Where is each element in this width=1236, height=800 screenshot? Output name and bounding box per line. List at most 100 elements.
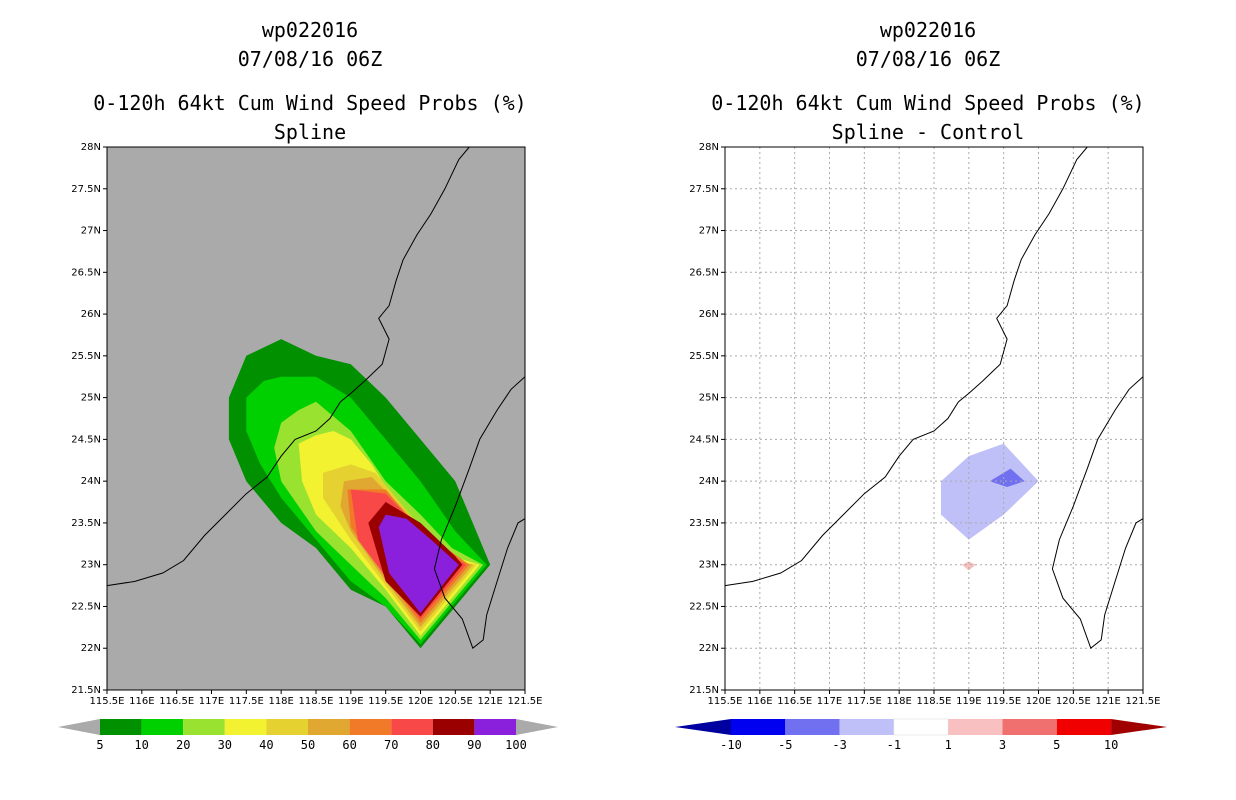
right-colorbar-label: -3 — [832, 738, 846, 752]
left-colorbar-label: 40 — [259, 738, 273, 752]
left-y-tick-label: 25N — [81, 393, 101, 404]
right-x-tick-label: 116E — [747, 696, 772, 707]
left-colorbar-label: 20 — [176, 738, 190, 752]
right-y-tick-label: 26.5N — [689, 267, 719, 278]
right-colorbar-swatch — [948, 719, 1003, 735]
right-colorbar-swatch — [1056, 719, 1112, 735]
right-y-tick-label: 22N — [699, 643, 719, 654]
right-x-tick-label: 120E — [1026, 696, 1051, 707]
right-y-tick-label: 22.5N — [689, 601, 719, 612]
left-y-tick-label: 26.5N — [71, 267, 101, 278]
left-y-tick-label: 28N — [81, 142, 101, 153]
left-x-tick-label: 121.5E — [508, 696, 543, 707]
left-panel-heading: 0-120h 64kt Cum Wind Speed Probs (%) Spl… — [30, 89, 590, 147]
right-x-tick-label: 117E — [817, 696, 842, 707]
left-colorbar-swatch — [391, 719, 433, 735]
right-colorbar-label: 5 — [1053, 738, 1060, 752]
right-colorbar-swatch — [839, 719, 894, 735]
right-colorbar-label: 1 — [945, 738, 952, 752]
right-x-tick-label: 121E — [1095, 696, 1120, 707]
left-colorbar-swatch — [432, 719, 475, 735]
left-colorbar-label: 70 — [384, 738, 398, 752]
left-contour-90 — [378, 514, 459, 614]
right-y-tick-label: 24.5N — [689, 434, 719, 445]
left-y-tick-label: 23N — [81, 560, 101, 571]
right-colorbar-low-arrow — [675, 719, 731, 735]
right-y-tick-label: 24N — [699, 476, 719, 487]
left-panel-title: wp022016 07/08/16 06Z — [50, 16, 570, 74]
left-y-tick-label: 25.5N — [71, 351, 101, 362]
right-y-tick-label: 26N — [699, 309, 719, 320]
left-x-tick-label: 120E — [408, 696, 433, 707]
right-x-tick-label: 119.5E — [986, 696, 1021, 707]
right-x-tick-label: 119E — [956, 696, 981, 707]
left-x-tick-label: 120.5E — [438, 696, 473, 707]
right-colorbar-swatch — [1002, 719, 1057, 735]
left-x-tick-label: 119.5E — [368, 696, 403, 707]
left-colorbar-label: 80 — [426, 738, 440, 752]
left-colorbar-swatch — [183, 719, 225, 735]
left-colorbar-label: 50 — [301, 738, 315, 752]
left-x-tick-label: 118E — [268, 696, 293, 707]
right-panel-title: wp022016 07/08/16 06Z — [668, 16, 1188, 74]
left-y-tick-label: 22.5N — [71, 601, 101, 612]
left-x-tick-label: 116E — [129, 696, 154, 707]
right-heading: 0-120h 64kt Cum Wind Speed Probs (%) — [711, 91, 1145, 115]
right-x-tick-label: 118.5E — [917, 696, 952, 707]
left-subheading: Spline — [273, 120, 347, 144]
left-colorbar-swatch — [349, 719, 392, 735]
right-subheading: Spline - Control — [831, 120, 1025, 144]
left-heading: 0-120h 64kt Cum Wind Speed Probs (%) — [93, 91, 527, 115]
right-x-tick-label: 116.5E — [777, 696, 812, 707]
right-y-tick-label: 27.5N — [689, 184, 719, 195]
right-y-tick-label: 21.5N — [689, 685, 719, 696]
right-colorbar-swatch — [893, 718, 949, 736]
left-colorbar-label: 90 — [467, 738, 481, 752]
right-contour--3 — [989, 468, 1025, 487]
left-y-tick-label: 26N — [81, 309, 101, 320]
left-colorbar-label: 30 — [218, 738, 232, 752]
left-colorbar-swatch — [266, 719, 308, 735]
right-colorbar-label: 10 — [1104, 738, 1118, 752]
left-y-tick-label: 27.5N — [71, 184, 101, 195]
left-taiwan-coastline — [433, 376, 526, 650]
left-colorbar-label: 100 — [505, 738, 527, 752]
left-y-tick-label: 22N — [81, 643, 101, 654]
right-x-tick-label: 121.5E — [1126, 696, 1161, 707]
right-colorbar-label: -5 — [778, 738, 792, 752]
left-x-tick-label: 117E — [199, 696, 224, 707]
left-colorbar-low-arrow — [58, 719, 100, 735]
right-panel-heading: 0-120h 64kt Cum Wind Speed Probs (%) Spl… — [648, 89, 1208, 147]
left-y-tick-label: 23.5N — [71, 518, 101, 529]
left-x-tick-label: 117.5E — [229, 696, 264, 707]
right-y-tick-label: 28N — [699, 142, 719, 153]
left-colorbar: 5 10 20 30 40 50 60 70 80 90 100 — [58, 719, 558, 752]
left-x-tick-label: 115.5E — [90, 696, 125, 707]
left-y-tick-label: 24N — [81, 476, 101, 487]
right-colorbar-label: -10 — [720, 738, 742, 752]
left-x-tick-label: 121E — [477, 696, 502, 707]
right-colorbar-label: -1 — [887, 738, 901, 752]
right-y-tick-label: 23.5N — [689, 518, 719, 529]
right-colorbar-swatch — [731, 719, 786, 735]
left-map-panel: 115.5E 116E 116.5E 117E 117.5E 118E 118.5E 119E… — [58, 142, 558, 752]
left-colorbar-swatch — [100, 719, 142, 735]
right-colorbar-label: 3 — [999, 738, 1006, 752]
left-colorbar-high-arrow — [516, 719, 558, 735]
left-china-coastline — [106, 146, 470, 587]
left-y-tick-label: 21.5N — [71, 685, 101, 696]
right-map-panel: 115.5E 116E 116.5E 117E 117.5E 118E 118.5E 119E… — [675, 142, 1168, 752]
left-storm-id: wp022016 — [261, 18, 359, 42]
right-y-tick-label: 27N — [699, 226, 719, 237]
left-colorbar-swatch — [308, 719, 350, 735]
right-y-tick-label: 25.5N — [689, 351, 719, 362]
right-taiwan-coastline — [1051, 376, 1144, 650]
right-x-tick-label: 118E — [886, 696, 911, 707]
left-colorbar-label: 60 — [342, 738, 356, 752]
left-colorbar-label: 5 — [96, 738, 103, 752]
left-colorbar-swatch — [141, 719, 184, 735]
right-contour--1 — [941, 443, 1039, 540]
left-x-tick-label: 116.5E — [159, 696, 194, 707]
right-storm-time: 07/08/16 06Z — [855, 47, 1001, 71]
right-x-tick-label: 117.5E — [847, 696, 882, 707]
